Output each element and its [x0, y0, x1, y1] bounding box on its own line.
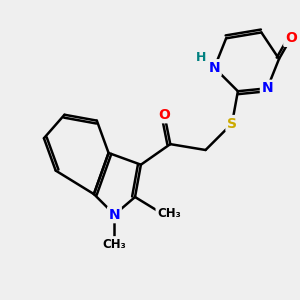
Text: S: S	[227, 117, 237, 130]
Text: H: H	[196, 51, 206, 64]
Text: N: N	[208, 61, 220, 75]
Text: O: O	[158, 108, 170, 122]
Text: N: N	[262, 81, 273, 95]
Text: CH₃: CH₃	[157, 207, 181, 220]
Text: N: N	[109, 208, 120, 222]
Text: O: O	[285, 31, 297, 45]
Text: CH₃: CH₃	[103, 238, 126, 250]
